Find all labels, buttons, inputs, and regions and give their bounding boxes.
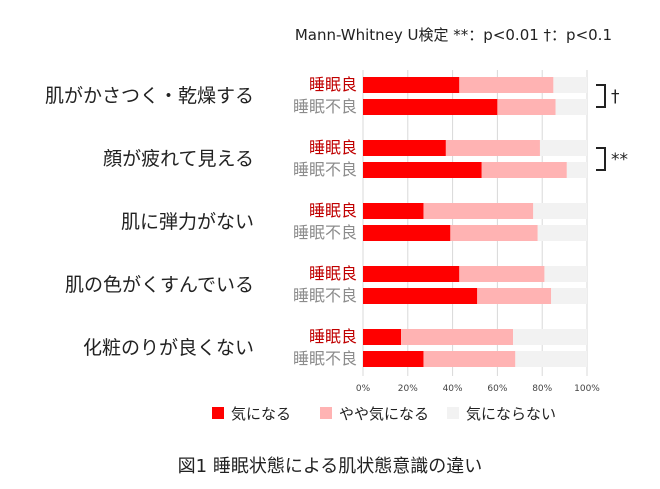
x-tick-label: 80% bbox=[532, 384, 552, 394]
bar-segment-somewhat bbox=[459, 266, 545, 282]
bar-segment-not-concerned bbox=[533, 203, 587, 219]
bar-segment-not-concerned bbox=[555, 99, 587, 115]
bar-segment-not-concerned bbox=[544, 266, 587, 282]
category-label: 顔が疲れて見える bbox=[103, 148, 254, 170]
category-label: 化粧のりが良くない bbox=[83, 337, 254, 359]
legend-swatch bbox=[447, 407, 459, 419]
bar-segment-somewhat bbox=[423, 351, 516, 367]
x-axis-ticks: 0% 20% 40% 60% 80% 100% bbox=[356, 384, 600, 394]
group-label: 睡眠良 bbox=[309, 75, 357, 94]
bar-area bbox=[363, 77, 587, 367]
group-label: 睡眠良 bbox=[309, 138, 357, 157]
group-label: 睡眠良 bbox=[309, 327, 357, 346]
bar-segment-not-concerned bbox=[537, 225, 587, 241]
group-label: 睡眠良 bbox=[309, 264, 357, 283]
bar-segment-not-concerned bbox=[539, 140, 587, 156]
bar-segment-concerned bbox=[363, 225, 451, 241]
grid-lines bbox=[362, 70, 588, 376]
bar-segment-not-concerned bbox=[515, 351, 587, 367]
significance-bracket bbox=[596, 147, 606, 171]
group-label: 睡眠不良 bbox=[293, 286, 357, 305]
x-tick-label: 20% bbox=[398, 384, 418, 394]
x-tick-label: 40% bbox=[443, 384, 463, 394]
legend-label: やや気になる bbox=[339, 405, 429, 423]
legend-label: 気になる bbox=[231, 405, 291, 423]
group-label: 睡眠不良 bbox=[293, 349, 357, 368]
bar-segment-concerned bbox=[363, 203, 424, 219]
bar-segment-concerned bbox=[363, 329, 402, 345]
significance-mark: ** bbox=[611, 150, 628, 170]
significance-note: Mann-Whitney U検定 **：p<0.01 †：p<0.1 bbox=[295, 26, 612, 44]
legend: 気になる やや気になる 気にならない bbox=[212, 405, 556, 423]
bar-segment-not-concerned bbox=[566, 162, 587, 178]
bar-segment-concerned bbox=[363, 266, 460, 282]
bar-segment-not-concerned bbox=[551, 288, 587, 304]
significance-bracket bbox=[596, 84, 606, 108]
bar-segment-somewhat bbox=[477, 288, 552, 304]
bar-segment-somewhat bbox=[445, 140, 540, 156]
bar-segment-somewhat bbox=[459, 77, 554, 93]
bar-segment-concerned bbox=[363, 140, 446, 156]
bar-segment-not-concerned bbox=[513, 329, 587, 345]
category-label: 肌がかさつく・乾燥する bbox=[45, 85, 254, 107]
bar-segment-somewhat bbox=[497, 99, 556, 115]
bar-segment-concerned bbox=[363, 162, 482, 178]
group-label: 睡眠不良 bbox=[293, 223, 357, 242]
bar-segment-concerned bbox=[363, 288, 478, 304]
x-tick-label: 0% bbox=[356, 384, 371, 394]
x-tick-label: 100% bbox=[574, 384, 600, 394]
legend-swatch bbox=[212, 407, 224, 419]
group-label: 睡眠良 bbox=[309, 201, 357, 220]
bar-segment-somewhat bbox=[423, 203, 534, 219]
group-label: 睡眠不良 bbox=[293, 160, 357, 179]
legend-label: 気にならない bbox=[466, 405, 556, 423]
category-label: 肌に弾力がない bbox=[121, 211, 254, 233]
significance-mark: † bbox=[611, 87, 620, 107]
group-label: 睡眠不良 bbox=[293, 97, 357, 116]
category-label: 肌の色がくすんでいる bbox=[65, 274, 254, 296]
bar-segment-concerned bbox=[363, 77, 460, 93]
figure-caption: 図1 睡眠状態による肌状態意識の違い bbox=[178, 456, 483, 477]
bar-segment-somewhat bbox=[450, 225, 538, 241]
bar-segment-concerned bbox=[363, 99, 498, 115]
x-tick-label: 60% bbox=[487, 384, 507, 394]
bar-segment-somewhat bbox=[401, 329, 514, 345]
legend-swatch bbox=[320, 407, 332, 419]
bar-segment-not-concerned bbox=[553, 77, 587, 93]
bar-segment-concerned bbox=[363, 351, 424, 367]
bar-segment-somewhat bbox=[481, 162, 567, 178]
